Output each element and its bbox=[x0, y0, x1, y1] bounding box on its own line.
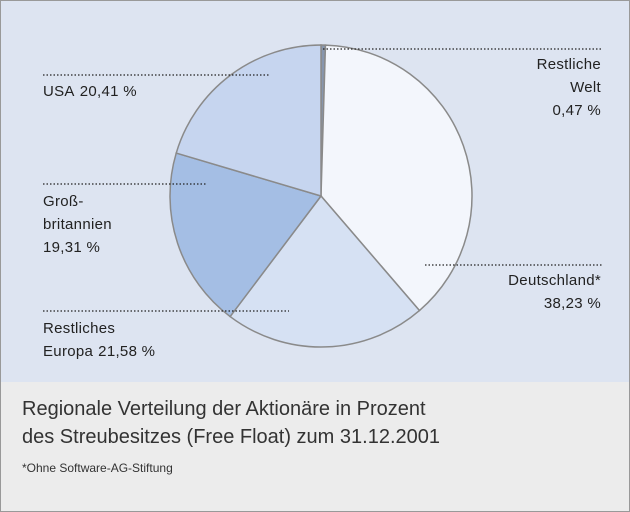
category-label: USA bbox=[43, 83, 75, 100]
pie-slice bbox=[320, 44, 473, 312]
pie-area bbox=[43, 44, 603, 348]
slice-label: Groß- britannien 19,31 % bbox=[43, 190, 112, 259]
slice-label: USA 20,41 % bbox=[43, 80, 137, 103]
leader-lines bbox=[43, 48, 603, 312]
value-label: 21,58 % bbox=[98, 343, 156, 360]
slice-label: Deutschland* 38,23 % bbox=[508, 269, 601, 315]
value-label: 38,23 % bbox=[543, 295, 601, 312]
category-label: Deutschland* bbox=[508, 272, 601, 289]
footnote: *Ohne Software-AG-Stiftung bbox=[22, 461, 173, 475]
value-label: 20,41 % bbox=[79, 83, 137, 100]
slice-label: Restliches Europa 21,58 % bbox=[43, 317, 155, 363]
category-label: Restliches Europa bbox=[43, 320, 116, 360]
pie-slice bbox=[175, 44, 322, 198]
chart-title: Regionale Verteilung der Aktionäre in Pr… bbox=[22, 398, 440, 448]
category-label: Restliche Welt bbox=[536, 56, 601, 96]
value-label: 0,47 % bbox=[552, 102, 601, 119]
value-label: 19,31 % bbox=[43, 239, 101, 256]
slice-label: Restliche Welt 0,47 % bbox=[537, 53, 601, 122]
pie-slice bbox=[229, 194, 421, 348]
category-label: Groß- britannien bbox=[43, 193, 112, 233]
pie-slice bbox=[169, 152, 323, 318]
